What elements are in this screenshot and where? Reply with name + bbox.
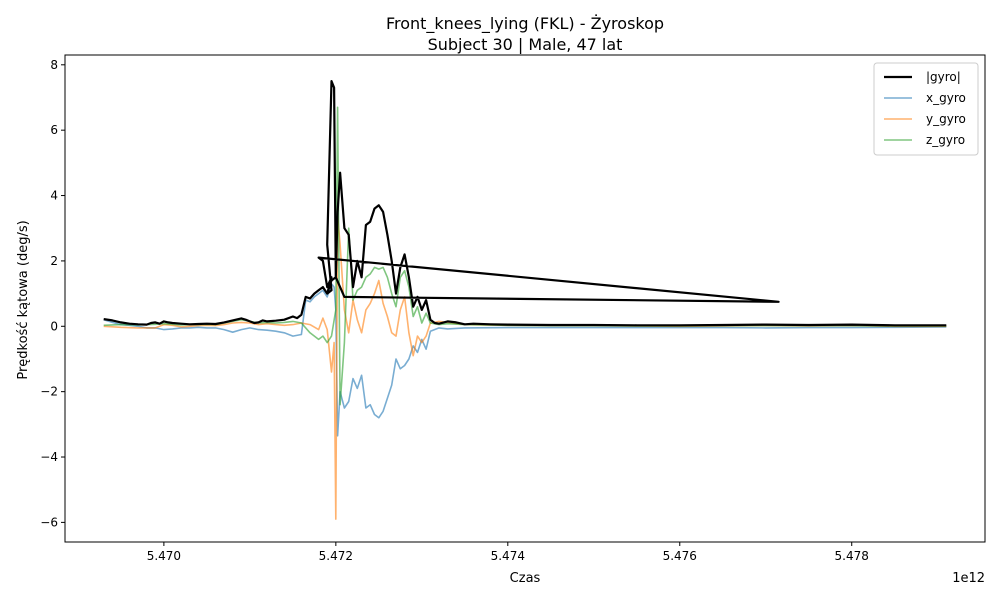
y-tick-label: 0 — [50, 319, 58, 333]
y-tick-label: 6 — [50, 123, 58, 137]
series-line-z_gyro — [103, 106, 947, 406]
x-tick-label: 5.476 — [663, 549, 697, 563]
x-axis-offset-label: 1e12 — [952, 571, 985, 586]
legend-label: |gyro| — [926, 70, 961, 84]
y-tick-label: −4 — [40, 450, 58, 464]
series-lines — [103, 80, 947, 520]
chart-subtitle: Subject 30 | Male, 47 lat — [428, 35, 623, 54]
y-tick-label: 4 — [50, 189, 58, 203]
legend: |gyro| x_gyro y_gyro z_gyro — [873, 62, 979, 156]
x-tick-label: 5.474 — [491, 549, 525, 563]
y-tick-label: −2 — [40, 385, 58, 399]
x-tick-label: 5.470 — [147, 549, 181, 563]
y-axis-label: Prędkość kątowa (deg/s) — [16, 220, 31, 379]
series-line-x_gyro — [103, 283, 947, 437]
chart-title: Front_knees_lying (FKL) - Żyroskop — [386, 14, 664, 34]
x-tick-label: 5.472 — [319, 549, 353, 563]
legend-label: y_gyro — [926, 112, 966, 126]
y-tick-label: 8 — [50, 58, 58, 72]
plot-frame — [64, 54, 986, 543]
series-line-y_gyro — [103, 214, 947, 520]
plot-area: 5.470 5.472 5.474 5.476 5.478 −6 −4 −2 0 2 4 6 8 |gyr… — [40, 54, 986, 563]
legend-label: z_gyro — [926, 133, 965, 147]
x-tick-label: 5.478 — [835, 549, 869, 563]
series-line-gyro — [103, 80, 947, 327]
y-tick-label: 2 — [50, 254, 58, 268]
y-tick-label: −6 — [40, 515, 58, 529]
legend-label: x_gyro — [926, 91, 966, 105]
legend-box — [873, 62, 979, 156]
x-axis-label: Czas — [510, 571, 541, 586]
